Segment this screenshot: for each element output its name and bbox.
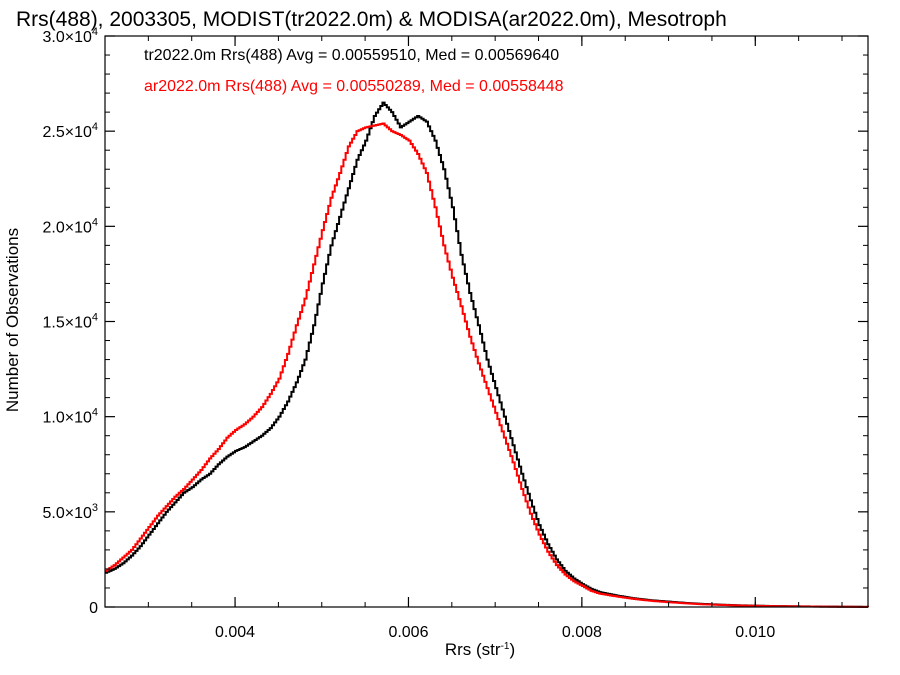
- y-tick-label: 1.5×104: [42, 312, 98, 332]
- y-tick-label: 3.0×104: [42, 26, 98, 46]
- legend-entry-ar2022: ar2022.0m Rrs(488) Avg = 0.00550289, Med…: [144, 78, 564, 95]
- legend-entry-tr2022: tr2022.0m Rrs(488) Avg = 0.00559510, Med…: [144, 47, 559, 64]
- y-tick-label: 0: [89, 600, 98, 617]
- x-axis-label-superscript: -1: [501, 641, 510, 652]
- series-line-ar2022: [105, 122, 869, 608]
- y-tick-label: 1.0×104: [42, 407, 98, 427]
- x-tick-label: 0.008: [562, 624, 602, 641]
- tick-layer: 0.004 0.006 0.008 0.010 0 5.0×103 1.0×104 1.5×1…: [42, 26, 868, 641]
- x-axis-label: Rrs (str-1): [445, 640, 515, 659]
- x-axis-label-main: Rrs (str: [445, 640, 501, 659]
- y-tick-label: 2.5×104: [42, 121, 98, 141]
- x-tick-label: 0.010: [735, 624, 775, 641]
- y-tick-label: 5.0×103: [42, 502, 98, 522]
- series-layer: [105, 101, 869, 608]
- y-axis-label: Number of Observations: [3, 228, 22, 412]
- x-tick-label: 0.004: [215, 624, 255, 641]
- x-tick-label: 0.006: [388, 624, 428, 641]
- chart-title: Rrs(488), 2003305, MODIST(tr2022.0m) & M…: [16, 8, 727, 31]
- x-axis-label-suffix: ): [509, 640, 515, 659]
- series-line-tr2022: [105, 101, 869, 608]
- plot-frame: [104, 35, 869, 608]
- y-tick-label: 2.0×104: [42, 216, 98, 236]
